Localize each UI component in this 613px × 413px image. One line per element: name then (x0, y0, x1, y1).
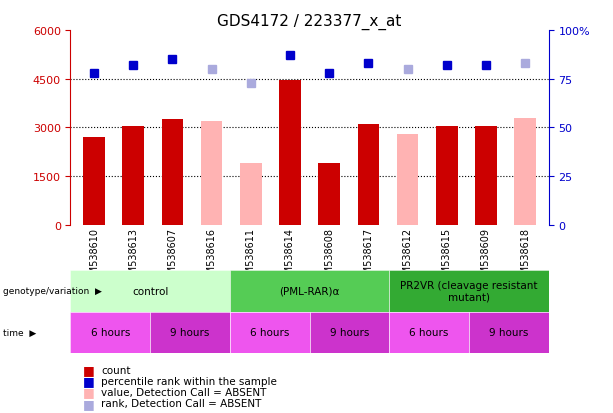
Text: GSM538614: GSM538614 (285, 227, 295, 286)
Text: 9 hours: 9 hours (170, 328, 210, 337)
Bar (318, 164, 340, 225)
Bar (357, 125, 379, 225)
Text: GSM538610: GSM538610 (89, 227, 99, 286)
Bar (240, 164, 262, 225)
Text: GSM538618: GSM538618 (520, 227, 530, 286)
Text: rank, Detection Call = ABSENT: rank, Detection Call = ABSENT (101, 398, 262, 408)
Text: 6 hours: 6 hours (250, 328, 289, 337)
Text: ■: ■ (83, 396, 94, 410)
Text: control: control (132, 286, 169, 296)
Bar (514, 118, 536, 225)
Text: GSM538608: GSM538608 (324, 227, 334, 286)
Bar (162, 120, 183, 225)
Text: (PML-RAR)α: (PML-RAR)α (280, 286, 340, 296)
Bar (436, 126, 457, 225)
Bar (83, 138, 105, 225)
Text: GSM538607: GSM538607 (167, 227, 177, 286)
Text: GSM538613: GSM538613 (128, 227, 138, 286)
Text: 6 hours: 6 hours (91, 328, 130, 337)
Bar (475, 126, 497, 225)
Title: GDS4172 / 223377_x_at: GDS4172 / 223377_x_at (218, 14, 402, 30)
Bar (123, 126, 144, 225)
Text: 9 hours: 9 hours (489, 328, 528, 337)
Text: value, Detection Call = ABSENT: value, Detection Call = ABSENT (101, 387, 267, 397)
Bar (279, 81, 301, 225)
Text: genotype/variation  ▶: genotype/variation ▶ (3, 287, 102, 296)
Text: 9 hours: 9 hours (330, 328, 369, 337)
Text: 6 hours: 6 hours (409, 328, 449, 337)
Text: ■: ■ (83, 363, 94, 376)
Text: GSM538617: GSM538617 (364, 227, 373, 286)
Bar (201, 121, 223, 225)
Text: GSM538612: GSM538612 (403, 227, 413, 286)
Text: percentile rank within the sample: percentile rank within the sample (101, 376, 277, 386)
Text: count: count (101, 365, 131, 375)
Text: GSM538615: GSM538615 (442, 227, 452, 286)
Bar (397, 135, 418, 225)
Text: time  ▶: time ▶ (3, 328, 36, 337)
Text: PR2VR (cleavage resistant
mutant): PR2VR (cleavage resistant mutant) (400, 280, 538, 302)
Text: ■: ■ (83, 374, 94, 387)
Text: GSM538611: GSM538611 (246, 227, 256, 286)
Text: GSM538616: GSM538616 (207, 227, 216, 286)
Text: ■: ■ (83, 385, 94, 399)
Text: GSM538609: GSM538609 (481, 227, 491, 286)
